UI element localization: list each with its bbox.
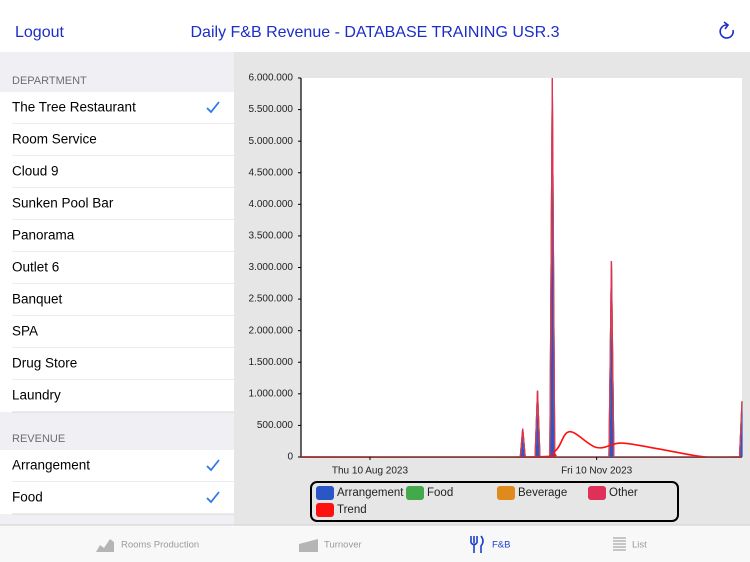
sidebar-row[interactable] xyxy=(0,450,234,482)
trend-line xyxy=(301,430,742,457)
y-tick-label: 5.000.000 xyxy=(249,136,294,147)
sidebar-item-label: Arrangement xyxy=(12,458,90,473)
sidebar-item-label: Room Service xyxy=(12,132,97,147)
legend-label: Arrangement xyxy=(337,487,404,499)
x-tick-label: Thu 10 Aug 2023 xyxy=(332,466,409,477)
plot-area xyxy=(301,78,742,457)
sidebar-row[interactable] xyxy=(0,348,234,380)
sidebar-item-label: SPA xyxy=(12,324,38,339)
y-tick-label: 3.000.000 xyxy=(249,262,294,273)
legend-swatch xyxy=(406,486,424,500)
sidebar-item-label: Laundry xyxy=(12,388,61,403)
sidebar-row[interactable] xyxy=(0,92,234,124)
rooms-icon xyxy=(96,539,114,552)
sidebar-row[interactable] xyxy=(0,252,234,284)
sidebar-row[interactable] xyxy=(0,316,234,348)
y-tick-label: 500.000 xyxy=(257,420,294,431)
list-icon xyxy=(613,537,626,551)
refresh-arrow xyxy=(723,21,730,30)
y-tick-label: 2.500.000 xyxy=(249,294,294,305)
sidebar-item-label: The Tree Restaurant xyxy=(12,100,136,115)
sidebar-row[interactable] xyxy=(0,188,234,220)
legend-label: Trend xyxy=(337,504,367,516)
sidebar-item-label: Outlet 6 xyxy=(12,260,59,275)
legend-box xyxy=(310,481,679,522)
check-mark xyxy=(206,101,220,114)
y-tick-label: 0 xyxy=(287,452,293,463)
legend-swatch xyxy=(316,486,334,500)
sidebar-row[interactable] xyxy=(0,284,234,316)
section-header: DEPARTMENT xyxy=(12,75,87,87)
sidebar-row[interactable] xyxy=(0,156,234,188)
logout-button[interactable]: Logout xyxy=(15,24,64,41)
legend-swatch xyxy=(316,503,334,517)
fb-icon xyxy=(470,535,484,553)
plot-marks xyxy=(301,77,743,457)
tab-label[interactable]: Rooms Production xyxy=(121,540,199,551)
sidebar-row[interactable] xyxy=(0,380,234,412)
legend-label: Food xyxy=(427,487,453,499)
sidebar-item-label: Food xyxy=(12,490,43,505)
sidebar-row[interactable] xyxy=(0,220,234,252)
turnover-icon xyxy=(299,539,318,552)
refresh-arc xyxy=(719,24,734,39)
sidebar-row[interactable] xyxy=(0,124,234,156)
y-tick-label: 6.000.000 xyxy=(249,73,294,84)
section-header: REVENUE xyxy=(12,433,65,445)
y-tick-label: 1.000.000 xyxy=(249,388,294,399)
sidebar-item-label: Cloud 9 xyxy=(12,164,59,179)
tab-label[interactable]: F&B xyxy=(492,540,510,551)
legend-swatch xyxy=(588,486,606,500)
y-tick-label: 5.500.000 xyxy=(249,104,294,115)
y-tick-label: 4.500.000 xyxy=(249,167,294,178)
check-mark xyxy=(206,459,220,472)
legend-label: Beverage xyxy=(518,487,567,499)
y-tick-label: 2.000.000 xyxy=(249,325,294,336)
sidebar-item-label: Drug Store xyxy=(12,356,77,371)
tab-label[interactable]: Turnover xyxy=(324,540,362,551)
sidebar-item-label: Panorama xyxy=(12,228,75,243)
y-tick-label: 3.500.000 xyxy=(249,231,294,242)
check-mark xyxy=(206,491,220,504)
sidebar-item-label: Banquet xyxy=(12,292,63,307)
screen-title: Daily F&B Revenue - DATABASE TRAINING US… xyxy=(191,24,560,41)
tab-icons xyxy=(96,535,626,553)
y-tick-label: 4.000.000 xyxy=(249,199,294,210)
tab-label[interactable]: List xyxy=(632,540,647,551)
legend-swatch xyxy=(497,486,515,500)
x-tick-label: Fri 10 Nov 2023 xyxy=(561,466,633,477)
refresh-button[interactable] xyxy=(719,21,734,39)
sidebar-row[interactable] xyxy=(0,482,234,514)
sidebar-item-label: Sunken Pool Bar xyxy=(12,196,114,211)
legend-label: Other xyxy=(609,487,638,499)
y-tick-label: 1.500.000 xyxy=(249,357,294,368)
